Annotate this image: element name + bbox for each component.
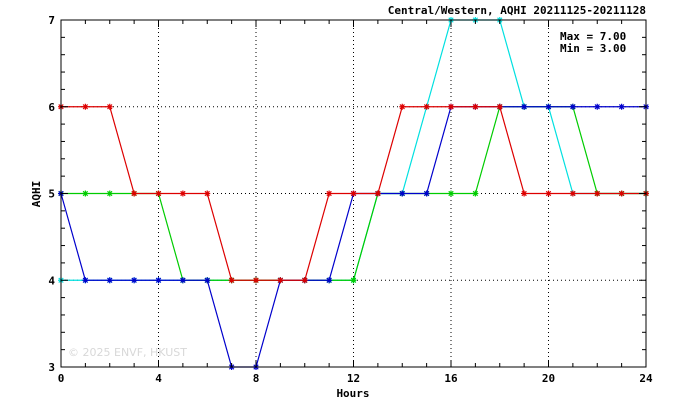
x-tick-label: 24 — [639, 372, 653, 385]
data-point — [155, 277, 162, 284]
data-point — [82, 103, 89, 110]
data-point — [521, 190, 528, 197]
data-point — [399, 190, 406, 197]
x-axis-label: Hours — [336, 387, 369, 400]
data-point — [350, 277, 357, 284]
data-point — [106, 190, 113, 197]
y-tick-label: 6 — [48, 101, 55, 114]
data-point — [545, 190, 552, 197]
x-tick-label: 0 — [58, 372, 65, 385]
data-point — [423, 103, 430, 110]
data-point — [448, 190, 454, 197]
data-point — [618, 103, 625, 110]
y-tick-label: 7 — [48, 14, 55, 27]
y-axis-label: AQHI — [30, 181, 43, 208]
data-point — [204, 190, 211, 197]
data-point — [106, 277, 113, 284]
data-point — [472, 190, 479, 197]
x-tick-label: 8 — [253, 372, 260, 385]
series-group — [58, 17, 649, 370]
y-tick-label: 3 — [48, 361, 55, 374]
data-point — [106, 103, 113, 110]
stat-max: Max = 7.00 — [560, 30, 626, 43]
data-point — [618, 190, 625, 197]
x-tick-label: 20 — [542, 372, 555, 385]
stat-min: Min = 3.00 — [560, 42, 626, 55]
data-point — [277, 277, 284, 284]
y-tick-label: 4 — [48, 274, 55, 287]
data-point — [179, 190, 186, 197]
data-point — [521, 103, 528, 110]
data-point — [448, 103, 454, 110]
x-tick-label: 4 — [155, 372, 162, 385]
data-point — [399, 103, 406, 110]
axis-ticks — [60, 19, 647, 368]
data-point — [82, 277, 89, 284]
data-point — [569, 190, 576, 197]
data-point — [472, 103, 479, 110]
y-tick-label: 5 — [48, 188, 55, 201]
data-point — [326, 277, 333, 284]
data-point — [545, 103, 552, 110]
data-point — [594, 103, 601, 110]
x-tick-label: 16 — [444, 372, 458, 385]
data-point — [155, 190, 162, 197]
data-point — [496, 103, 503, 110]
data-point — [374, 190, 381, 197]
data-point — [131, 190, 138, 197]
watermark: © 2025 ENVF, HKUST — [68, 346, 187, 359]
data-point — [228, 277, 235, 284]
data-point — [179, 277, 186, 284]
series-line-0 — [61, 19, 646, 281]
data-point — [301, 277, 308, 284]
data-point — [204, 277, 211, 284]
data-point — [326, 190, 333, 197]
data-point — [350, 190, 357, 197]
data-point — [423, 190, 430, 197]
data-point — [82, 190, 89, 197]
data-point — [253, 277, 259, 284]
data-point — [131, 277, 138, 284]
data-point — [569, 103, 576, 110]
x-tick-label: 12 — [347, 372, 360, 385]
tick-labels: 0 4 8 12 16 20 24 3 4 5 6 7 — [48, 14, 653, 385]
chart-title: Central/Western, AQHI 20211125-20211128 — [388, 4, 646, 17]
data-point — [594, 190, 601, 197]
